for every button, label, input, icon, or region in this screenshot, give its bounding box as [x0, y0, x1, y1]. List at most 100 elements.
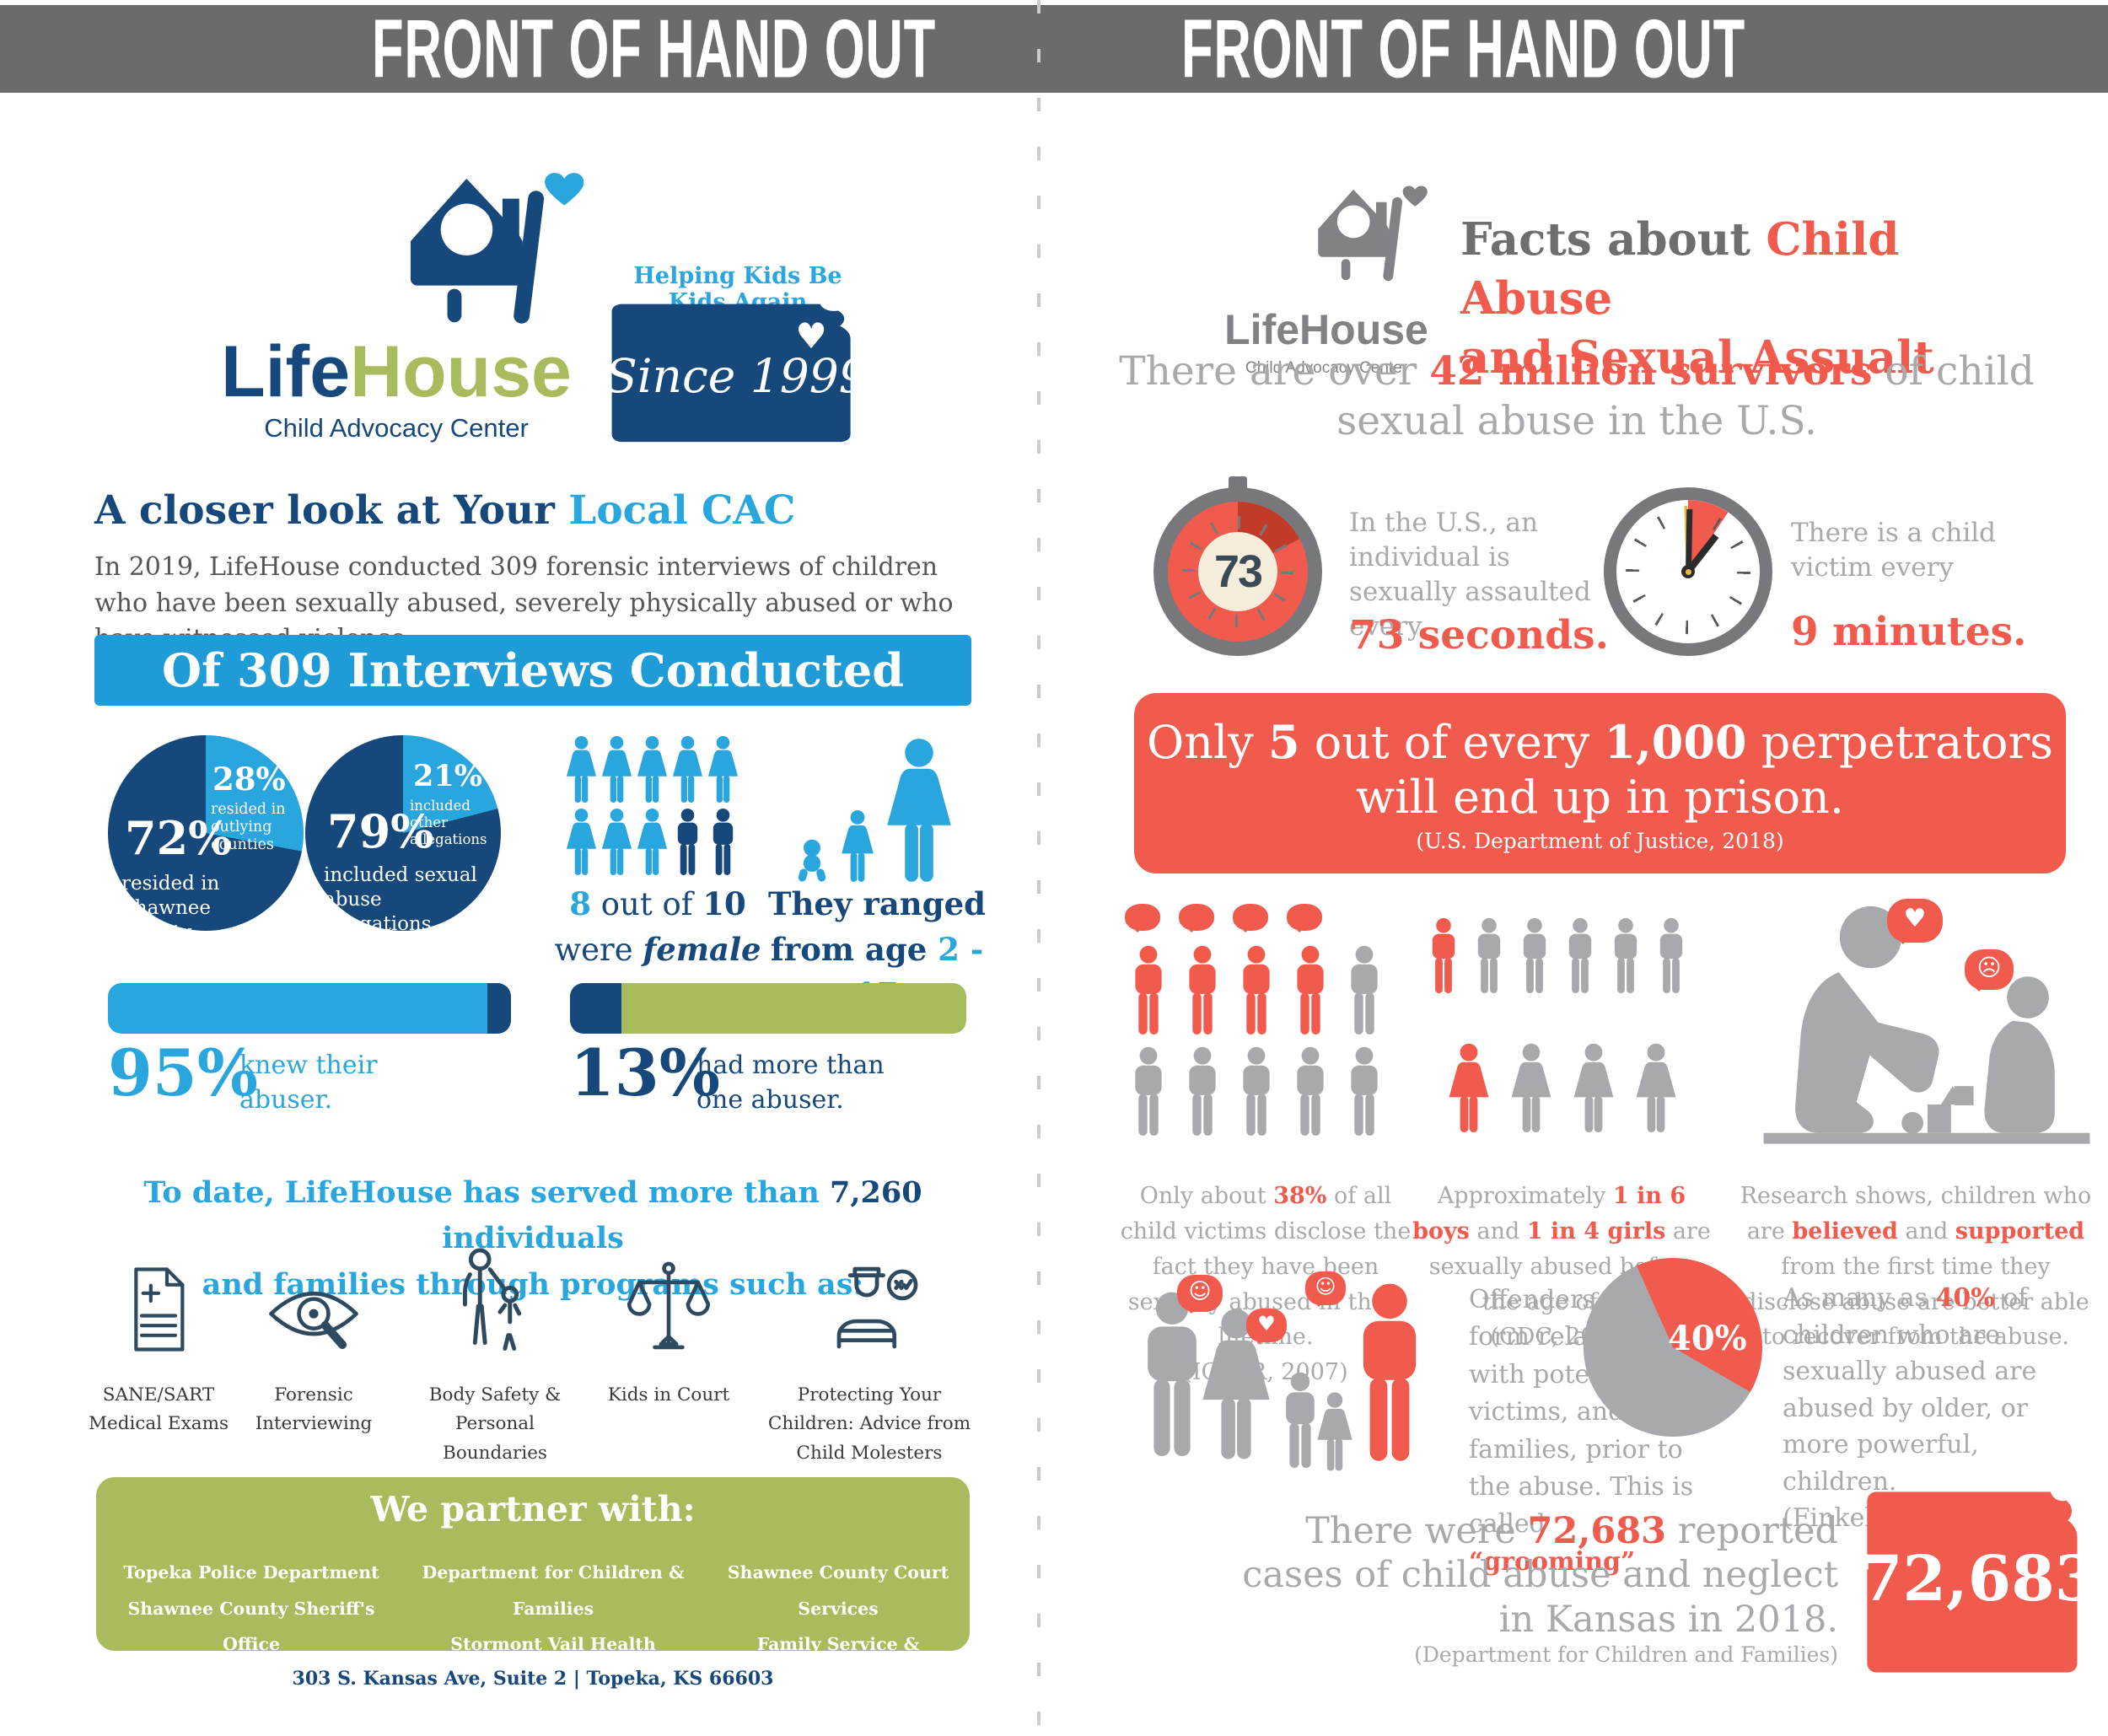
kansas-line2: cases of child abuse and neglect — [1242, 1554, 1838, 1597]
left-heading: A closer look at Your Local CAC — [94, 487, 971, 534]
person-icon-red — [1425, 916, 1462, 997]
pie1-label: resided in Shawnee County — [121, 873, 220, 943]
pie40-label: 40% — [1668, 1319, 1747, 1358]
bar-knew-abuser — [108, 983, 511, 1034]
wordmark-life: Life — [221, 331, 351, 412]
believed-illustration — [1762, 895, 2091, 1157]
smiley-bubble-icon: ☺ — [1305, 1271, 1346, 1307]
prison-source: (U.S. Department of Justice, 2018) — [1416, 828, 1784, 853]
survivors-accent: 42 million survivors — [1429, 348, 1873, 395]
kansas-big-number: 72,683 — [1859, 1543, 2099, 1615]
kansas-post: reported — [1666, 1510, 1838, 1552]
age-stat-pre: from age — [770, 930, 938, 968]
lifehouse-logo-icon — [395, 162, 597, 346]
partner-item: Department for Children & Families — [422, 1562, 685, 1619]
bar1-value: 95% — [108, 1035, 258, 1110]
stat40-pre: As many as — [1783, 1283, 1936, 1313]
pie2-label: included sexual abuse allegations — [324, 864, 477, 935]
right-title-line2: and Sexual Assualt — [1460, 331, 1934, 384]
lifehouse-wordmark-gray: LifeHouse — [1213, 305, 1440, 354]
person-icon-gray — [1180, 1045, 1224, 1138]
clock-accent: 9 minutes. — [1791, 609, 2027, 655]
person-icon-gray — [1634, 1042, 1678, 1135]
person-icon-gray — [1607, 916, 1644, 997]
female-icon — [600, 808, 633, 877]
interviews-banner: Of 309 Interviews Conducted — [94, 635, 971, 706]
female-stat: 8 out of 10 were female — [552, 882, 763, 972]
pie2-label2: included other allegations — [410, 798, 487, 847]
kansas-line3: in Kansas in 2018. — [1498, 1598, 1838, 1641]
smiley-bubble-icon: ☺ — [1177, 1275, 1223, 1314]
male-icon — [671, 808, 704, 877]
forensic-eye-icon — [269, 1291, 358, 1350]
survivors-pre: There are over — [1119, 348, 1430, 395]
female-icon — [565, 808, 598, 877]
person-icon-gray — [1509, 1042, 1553, 1135]
kansas-pre: There were — [1305, 1510, 1528, 1552]
kansas-source: (Department for Children and Families) — [1414, 1642, 1838, 1667]
pie2-value: 79% — [327, 804, 434, 858]
female-stat-n2: 10 — [702, 885, 746, 922]
believed-pre: Research shows, children who are — [1740, 1183, 2092, 1244]
female-stat-n1: 8 — [569, 885, 591, 922]
since-badge-label: Since 1999 — [605, 349, 868, 403]
pie2-value2: 21% — [413, 759, 482, 793]
female-icon — [707, 735, 739, 804]
right-title: Facts about Child Abuse and Sexual Assua… — [1460, 211, 2017, 388]
female-icon — [565, 735, 598, 804]
partner-item: Jackson County Sheriff's Office — [132, 1669, 370, 1727]
person-icon-gray — [1342, 1045, 1386, 1138]
partners-col1: Topeka Police Department Shawnee County … — [108, 1555, 395, 1734]
stat38-accent: 38% — [1273, 1183, 1327, 1209]
prison-mid: out of every — [1299, 716, 1605, 769]
partners-col2: Department for Children & Families Storm… — [393, 1555, 713, 1736]
header-title-right: FRONT OF HAND OUT — [1181, 1, 1745, 95]
timer-text: In the U.S., an individual is sexually a… — [1349, 508, 1591, 642]
wordmark-life: Life — [1224, 306, 1300, 353]
served-pre: To date, LifeHouse has served more than — [143, 1175, 831, 1210]
bar2-label: had more than one abuser. — [696, 1051, 885, 1115]
disclosure-pictogram — [1125, 904, 1405, 1138]
molester-warning-icon — [836, 1266, 918, 1349]
survivors-statement: There are over 42 million survivors of c… — [1079, 347, 2074, 447]
grooming-accent: “grooming” — [1469, 1546, 1636, 1577]
pie-chart-residence: 72% resided in Shawnee County 28% reside… — [108, 735, 304, 943]
person-icon-red — [1234, 944, 1278, 1037]
stopwatch-icon: 73 — [1153, 476, 1322, 656]
heart-icon: ♥ — [795, 315, 827, 357]
program-label: SANE/SART Medical Exams — [88, 1384, 229, 1435]
speech-bubble-icon — [1287, 904, 1322, 932]
prison-n2: 1,000 — [1604, 715, 1747, 769]
believed-post: from the first time they disclose abuse … — [1742, 1253, 2089, 1351]
grooming-family-illustration — [1121, 1263, 1442, 1508]
partner-item: Topeka Police Department — [123, 1562, 379, 1583]
believed-accent2: supported — [1955, 1217, 2085, 1244]
person-icon-gray — [1234, 1045, 1278, 1138]
right-title-accent: Child Abuse — [1460, 213, 1900, 325]
person-icon-gray — [1572, 1042, 1616, 1135]
stat40-accent: 40% — [1935, 1283, 1995, 1313]
stat16-accent2: 1 in 4 girls — [1526, 1217, 1666, 1244]
left-heading-accent: Local CAC — [568, 487, 796, 534]
person-icon-gray — [1471, 916, 1508, 997]
partners-col3: Shawnee County Court Services Family Ser… — [712, 1555, 965, 1699]
female-icon — [600, 735, 633, 804]
female-icon — [671, 735, 704, 804]
pie-chart-allegations: 79% included sexual abuse allegations 21… — [305, 735, 501, 935]
wordmark-house: House — [350, 331, 572, 412]
lifehouse-wordmark: LifeHouse — [215, 331, 578, 414]
timer-accent: 73 seconds. — [1349, 612, 1609, 658]
baby-icon — [789, 838, 835, 884]
bar2-value: 13% — [570, 1035, 720, 1110]
grooming-post: . — [1635, 1546, 1643, 1577]
female-stat-pre2: were — [554, 931, 643, 968]
prison-banner: Only 5 out of every 1,000 perpetrators w… — [1134, 693, 2066, 873]
kansas-red-badge: 72,683 — [1859, 1482, 2099, 1681]
since-1999-kansas-badge: ♥ Since 1999 — [603, 297, 871, 449]
header-title-left: FRONT OF HAND OUT — [372, 1, 936, 95]
partner-item: Family Service & Guidance Center — [756, 1634, 920, 1690]
program-label: Protecting Your Children: Advice from Ch… — [767, 1384, 971, 1464]
person-icon-gray — [1516, 916, 1553, 997]
person-icon-red — [1127, 944, 1170, 1037]
clock-icon — [1604, 487, 1772, 656]
